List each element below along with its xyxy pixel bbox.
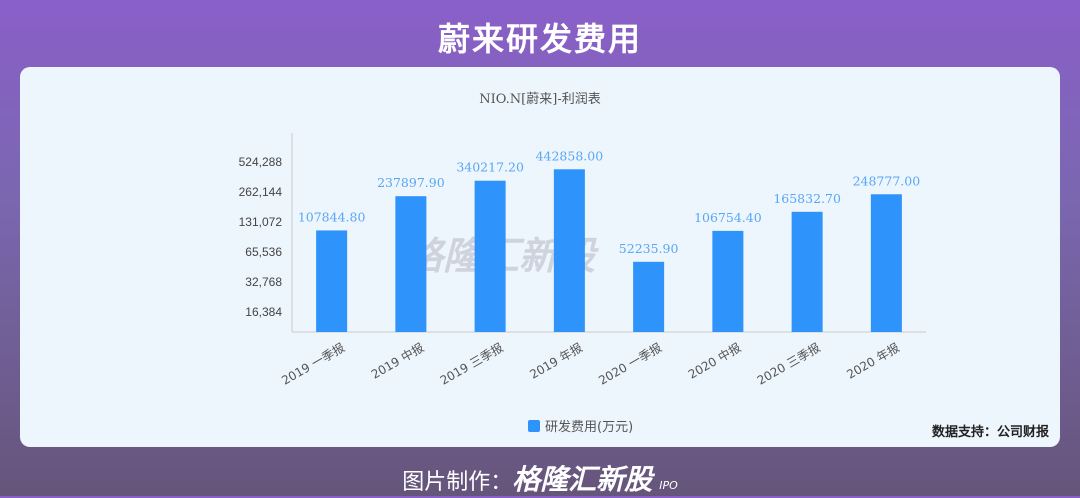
data-source: 数据支持：公司财报 [931, 425, 1049, 440]
legend[interactable]: 研发费用(万元) [528, 416, 633, 435]
bar [474, 180, 506, 332]
legend-label: 研发费用(万元) [545, 420, 634, 435]
chart-title: NIO.N[蔚来]-利润表 [479, 92, 601, 107]
legend-swatch [528, 419, 540, 432]
bar-chart: 16,384 32,768 65,536 131,072 262,144 524,288 1… [239, 133, 926, 388]
y-tick-label: 524,288 [239, 155, 283, 169]
x-tick-label: 2020 三季报 [754, 340, 822, 388]
footer-brand: 格隆汇新股 [512, 463, 653, 496]
x-tick-label: 2019 年报 [527, 340, 585, 382]
bar [633, 261, 665, 332]
y-tick-label: 65,536 [245, 245, 282, 259]
x-tick-label: 2020 一季报 [596, 340, 664, 388]
bar [553, 169, 585, 332]
data-label: 340217.20 [456, 160, 524, 175]
data-label: 442858.00 [536, 148, 604, 163]
page-title: 蔚来研发费用 [437, 20, 642, 58]
x-tick-label: 2019 中报 [368, 340, 426, 382]
data-label: 107844.80 [298, 209, 366, 224]
y-tick-label: 262,144 [239, 185, 283, 199]
bar [712, 230, 744, 332]
footer: 图片制作：格隆汇新股 IPO [0, 458, 1080, 498]
data-label: 106754.40 [694, 210, 762, 225]
bar [316, 230, 348, 332]
data-label: 237897.90 [377, 175, 445, 190]
x-tick-label: 2019 一季报 [279, 340, 347, 388]
data-label: 165832.70 [773, 191, 841, 206]
footer-label: 图片制作： [402, 470, 513, 495]
bar [870, 194, 902, 332]
footer-sub: IPO [659, 479, 678, 492]
bar [791, 211, 823, 332]
x-tick-label: 2020 中报 [685, 340, 743, 382]
bar [395, 196, 427, 332]
data-label: 248777.00 [853, 173, 921, 188]
data-label: 52235.90 [619, 241, 679, 256]
y-tick-label: 32,768 [245, 275, 282, 289]
x-tick-label: 2019 三季报 [437, 340, 505, 388]
x-tick-label: 2020 年报 [844, 340, 902, 382]
y-tick-label: 16,384 [245, 305, 282, 319]
y-tick-label: 131,072 [239, 215, 283, 229]
